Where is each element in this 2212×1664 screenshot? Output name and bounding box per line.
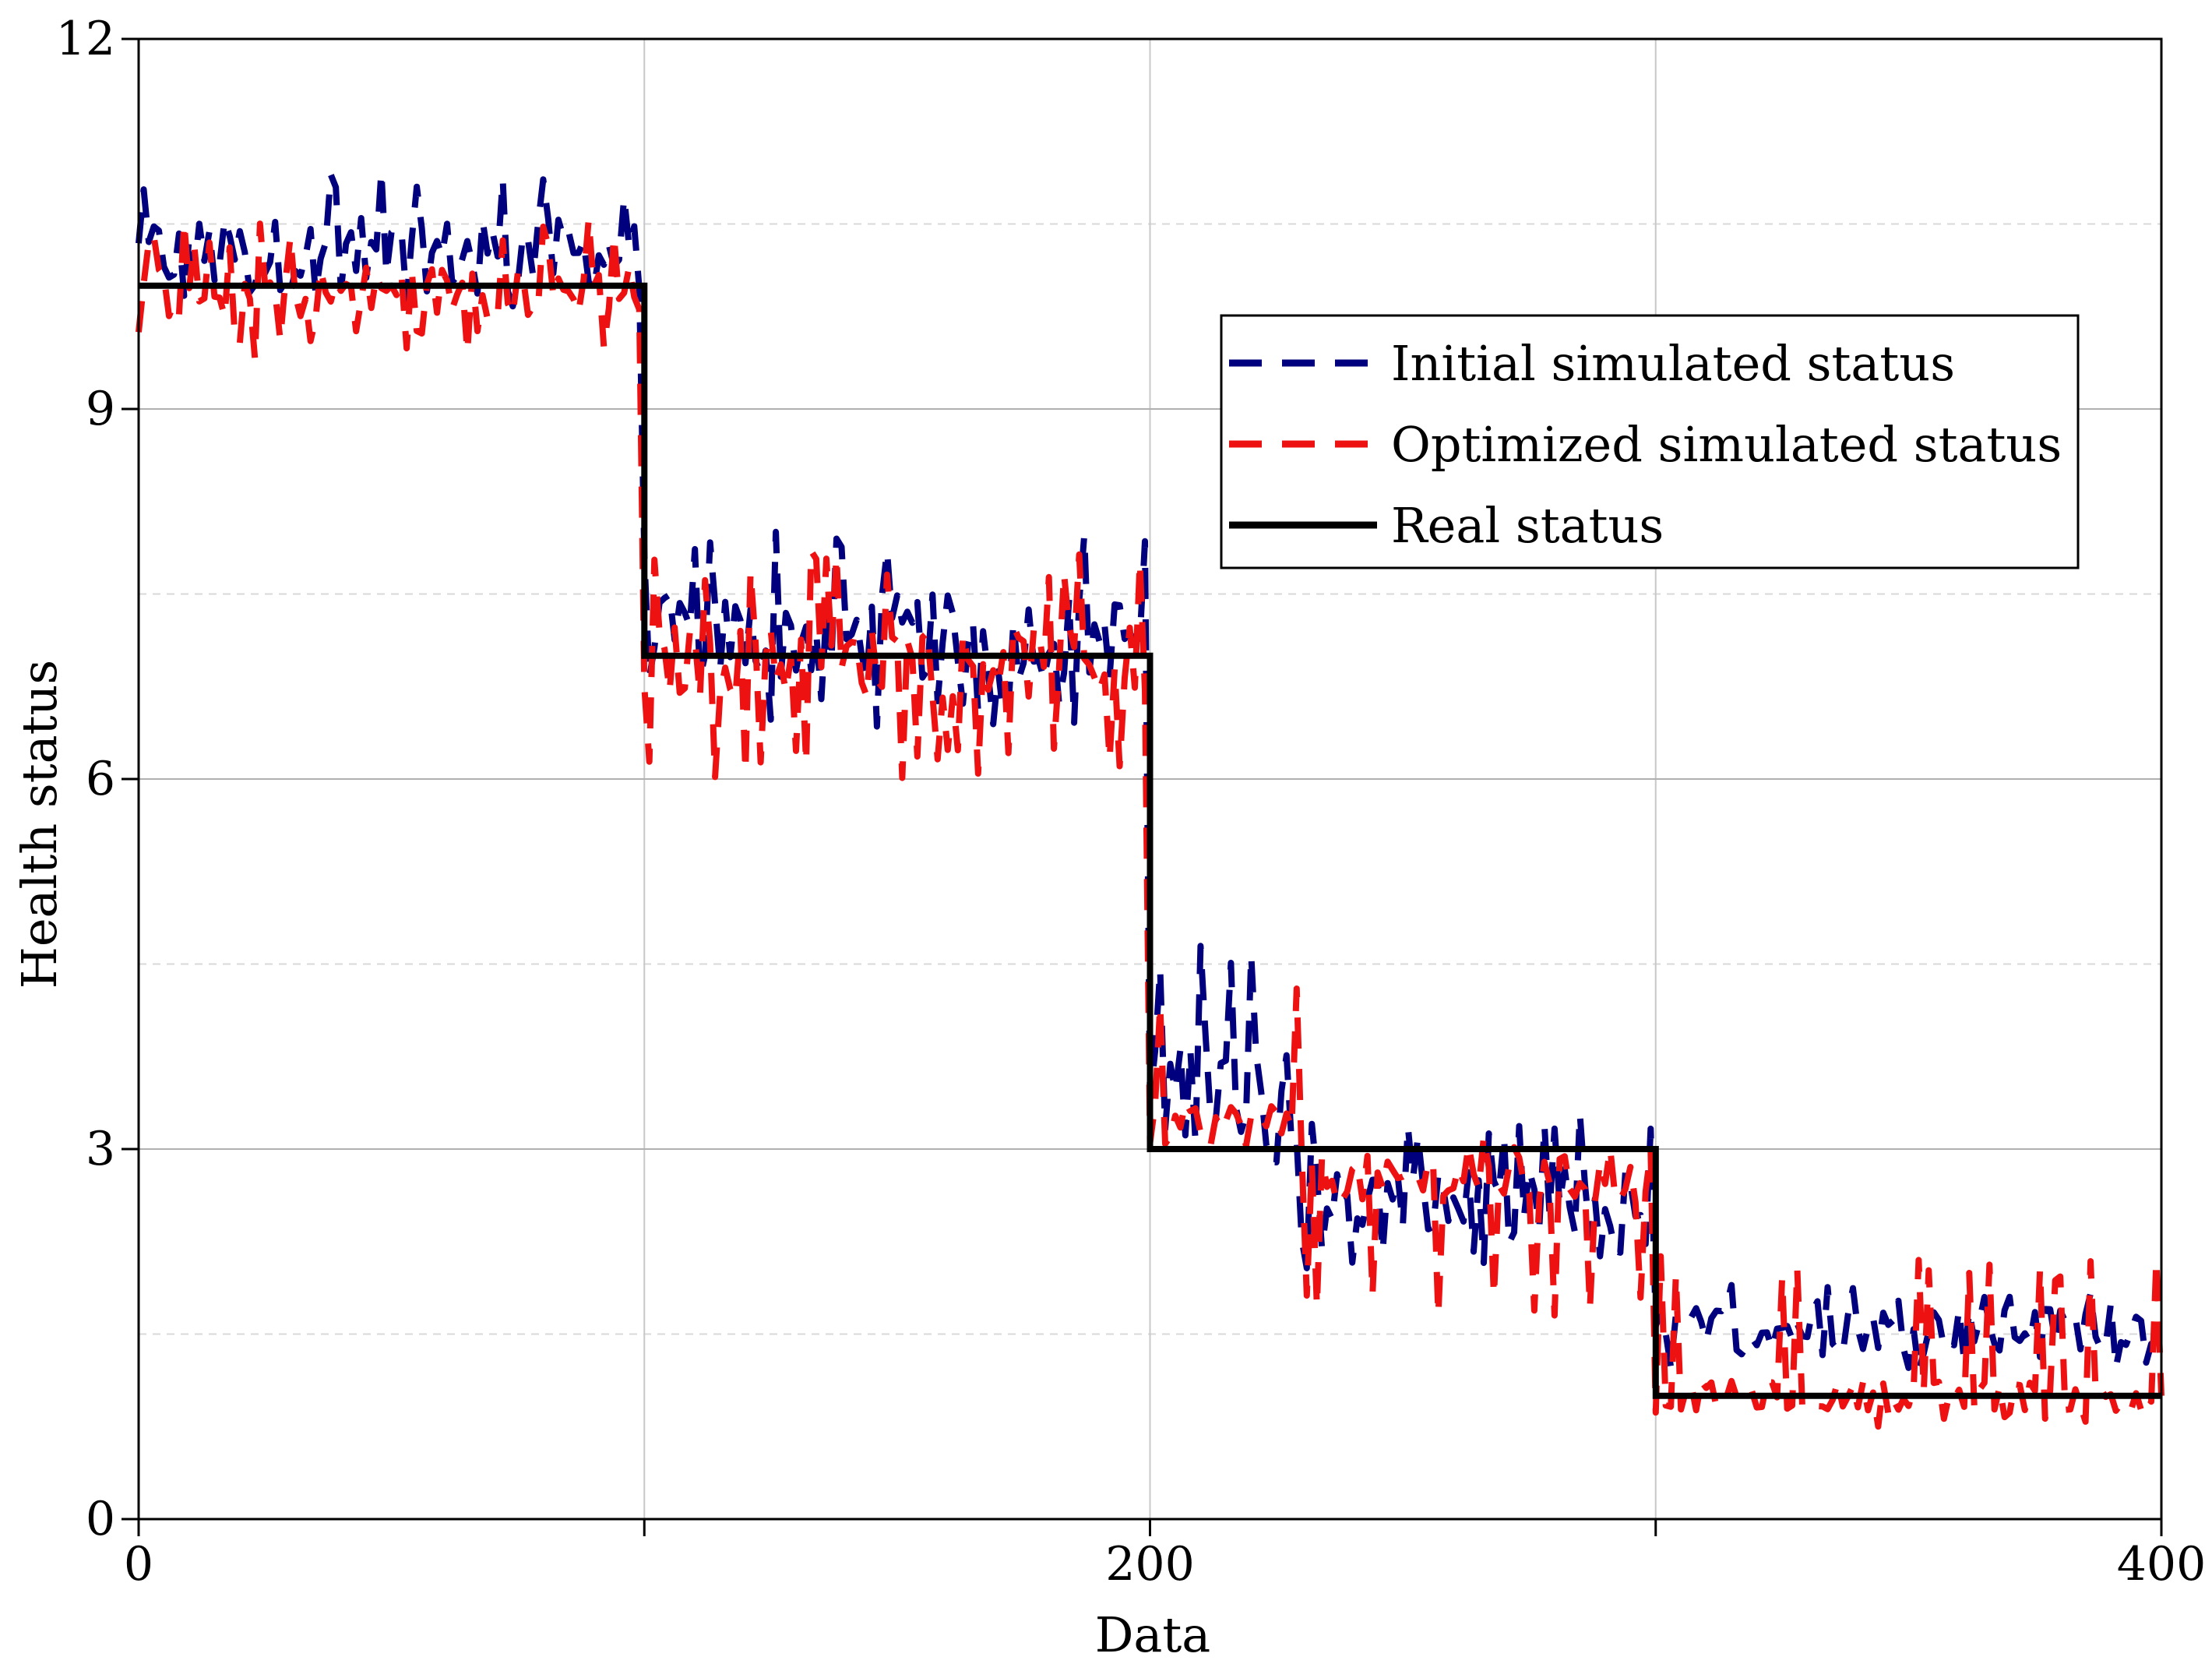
y-tick-label: 9 bbox=[86, 382, 115, 436]
x-tick-label: 0 bbox=[124, 1537, 153, 1592]
x-axis-title: Data bbox=[1095, 1606, 1211, 1663]
y-tick-label: 3 bbox=[86, 1122, 115, 1176]
series-line-real bbox=[139, 282, 2161, 1399]
x-tick-label: 200 bbox=[1105, 1537, 1195, 1592]
y-tick-label: 0 bbox=[86, 1492, 115, 1546]
axes-layer: 0 200 400 0 3 6 9 12 bbox=[56, 12, 2207, 1592]
y-tick-label: 6 bbox=[86, 752, 115, 806]
legend: Initial simulated status Optimized simul… bbox=[1220, 314, 2080, 569]
y-tick-label: 12 bbox=[56, 12, 115, 66]
x-tick-label: 400 bbox=[2117, 1537, 2207, 1592]
legend-label-real: Real status bbox=[1391, 497, 1664, 554]
series-layer bbox=[136, 167, 2164, 1430]
y-axis-title: Health status bbox=[11, 660, 68, 989]
legend-label-optimized: Optimized simulated status bbox=[1391, 416, 2062, 473]
legend-label-initial: Initial simulated status bbox=[1391, 335, 1955, 392]
